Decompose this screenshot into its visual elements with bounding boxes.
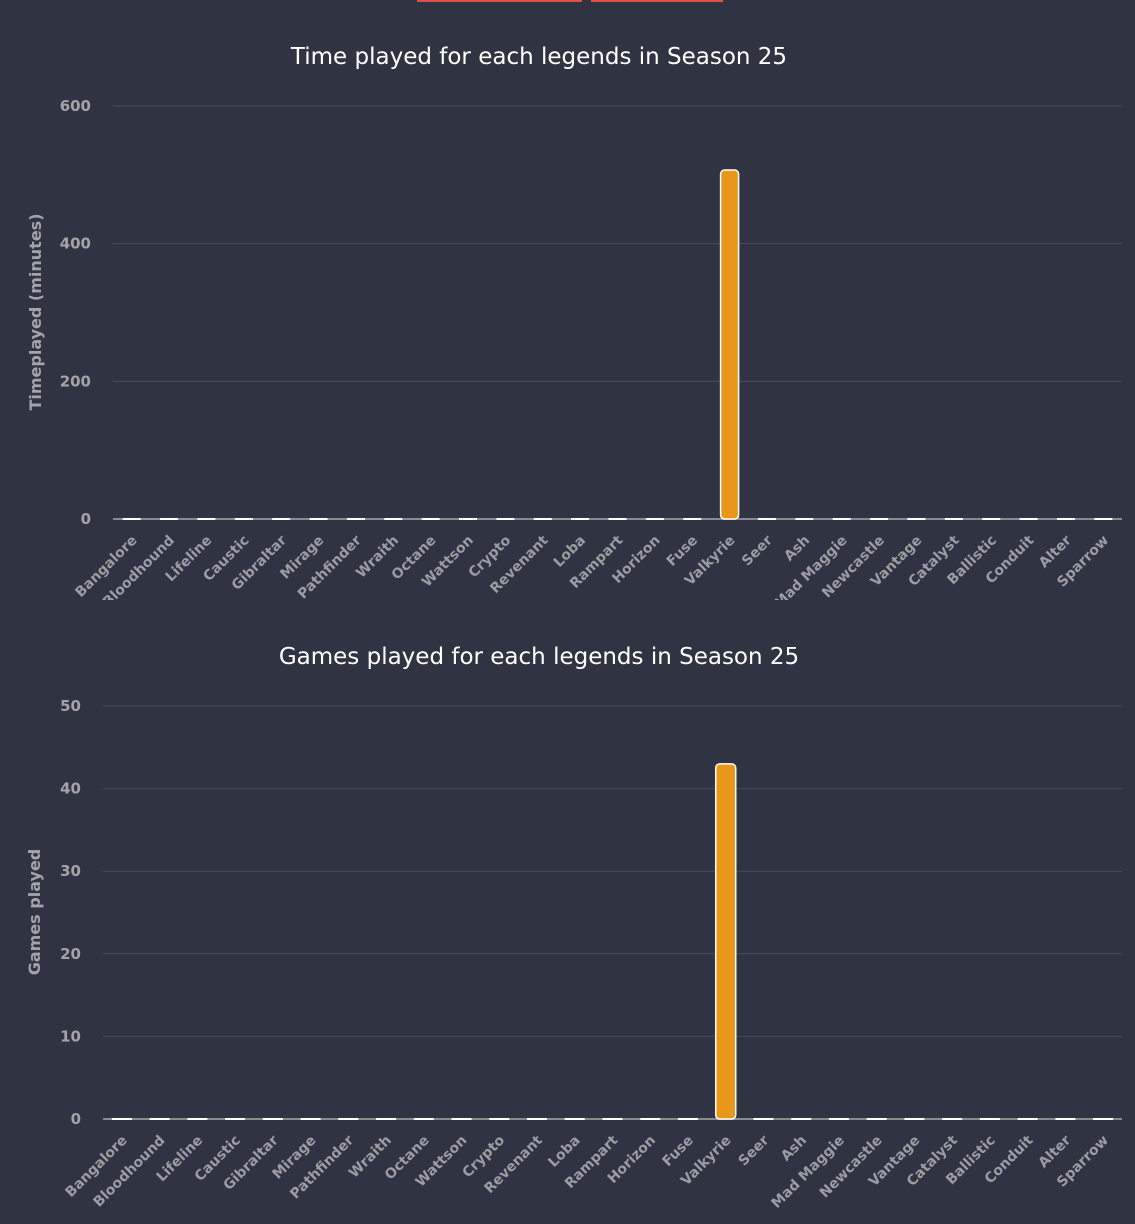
- y-tick-label: 10: [60, 1027, 81, 1045]
- time-played-chart: Time played for each legends in Season 2…: [26, 44, 1122, 600]
- y-tick-label: 30: [60, 862, 81, 880]
- bars: [111, 763, 1114, 1120]
- games-played-chart: Games played for each legends in Season …: [25, 644, 1122, 1212]
- bar-valkyrie[interactable]: [714, 763, 737, 1120]
- chart-title: Games played for each legends in Season …: [279, 644, 799, 670]
- y-axis-label: Timeplayed (minutes): [26, 213, 45, 410]
- y-tick-label: 20: [60, 945, 81, 963]
- gridlines: [113, 105, 1122, 520]
- y-tick-label: 50: [60, 697, 81, 715]
- x-tick-label: Ash: [781, 533, 813, 565]
- y-axis-label: Games played: [25, 849, 44, 976]
- x-tick-label: Seer: [739, 532, 776, 569]
- y-tick-label: 600: [60, 97, 91, 115]
- tab-indicator-right: [591, 0, 723, 2]
- chart-title: Time played for each legends in Season 2…: [290, 44, 787, 70]
- tab-indicator-left: [417, 0, 582, 2]
- y-tick-label: 0: [81, 510, 91, 528]
- x-tick-label: Ash: [778, 1133, 810, 1165]
- y-tick-label: 0: [71, 1110, 81, 1128]
- y-tick-label: 400: [60, 235, 91, 253]
- x-tick-label: Seer: [736, 1132, 773, 1169]
- gridlines: [103, 705, 1122, 1120]
- y-tick-label: 40: [60, 780, 81, 798]
- y-tick-label: 200: [60, 372, 91, 390]
- bars: [122, 169, 1113, 520]
- bar-valkyrie[interactable]: [719, 169, 740, 520]
